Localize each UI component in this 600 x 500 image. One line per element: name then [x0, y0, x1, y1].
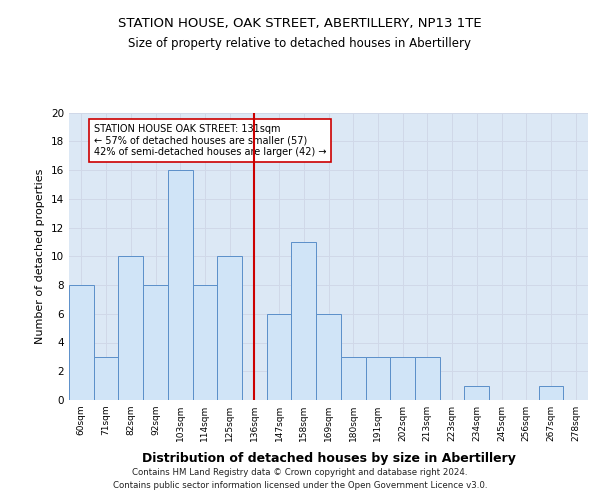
Bar [118, 256, 143, 400]
Bar [539, 386, 563, 400]
Bar [390, 357, 415, 400]
Text: STATION HOUSE OAK STREET: 131sqm
← 57% of detached houses are smaller (57)
42% o: STATION HOUSE OAK STREET: 131sqm ← 57% o… [94, 124, 326, 157]
Bar [365, 357, 390, 400]
Y-axis label: Number of detached properties: Number of detached properties [35, 168, 46, 344]
Bar [341, 357, 365, 400]
Bar [94, 357, 118, 400]
Bar [464, 386, 489, 400]
Text: Contains HM Land Registry data © Crown copyright and database right 2024.: Contains HM Land Registry data © Crown c… [132, 468, 468, 477]
Text: Size of property relative to detached houses in Abertillery: Size of property relative to detached ho… [128, 38, 472, 51]
Bar [193, 285, 217, 400]
Bar [292, 242, 316, 400]
Bar [415, 357, 440, 400]
Bar [168, 170, 193, 400]
Text: STATION HOUSE, OAK STREET, ABERTILLERY, NP13 1TE: STATION HOUSE, OAK STREET, ABERTILLERY, … [118, 18, 482, 30]
Bar [143, 285, 168, 400]
Bar [267, 314, 292, 400]
Text: Contains public sector information licensed under the Open Government Licence v3: Contains public sector information licen… [113, 482, 487, 490]
Bar [217, 256, 242, 400]
Bar [316, 314, 341, 400]
X-axis label: Distribution of detached houses by size in Abertillery: Distribution of detached houses by size … [142, 452, 515, 466]
Bar [69, 285, 94, 400]
